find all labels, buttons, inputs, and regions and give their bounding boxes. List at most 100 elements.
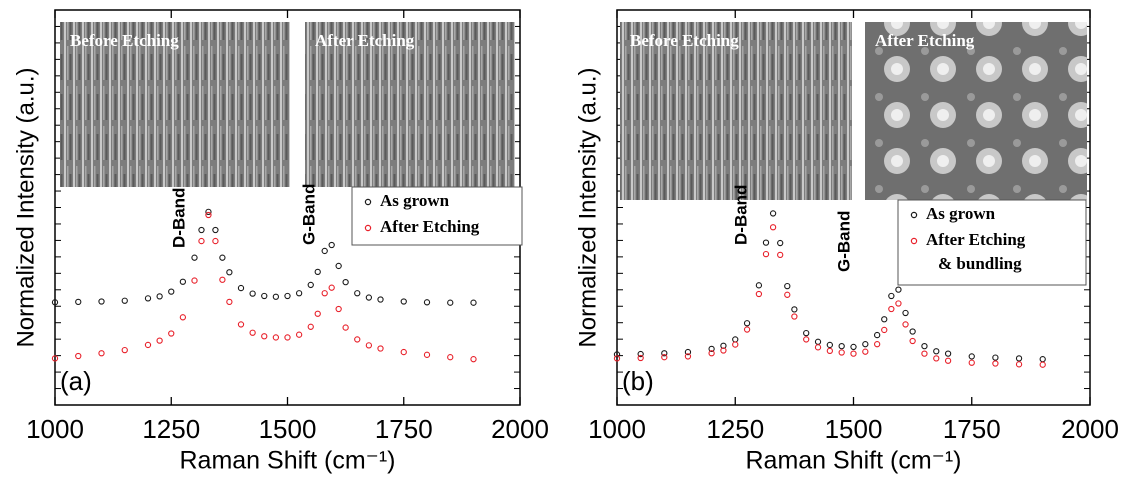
data-point — [342, 279, 349, 286]
data-point — [902, 321, 909, 328]
data-point — [51, 355, 59, 362]
legend-label: After Etching — [380, 217, 480, 236]
data-point — [909, 337, 916, 345]
data-point — [933, 355, 940, 362]
data-point — [762, 239, 770, 246]
data-point — [874, 341, 881, 348]
x-tick-label: 1750 — [943, 414, 1001, 444]
data-point — [895, 300, 902, 307]
data-point — [447, 299, 454, 306]
data-point — [708, 345, 715, 353]
data-point — [328, 241, 335, 249]
inset-label: After Etching — [315, 31, 415, 50]
data-point — [335, 305, 342, 313]
x-tick-label: 2000 — [1061, 414, 1119, 444]
data-point — [1015, 355, 1023, 362]
data-point — [862, 341, 869, 348]
data-point — [895, 286, 902, 293]
data-point — [237, 321, 245, 328]
x-tick-label: 1500 — [825, 414, 883, 444]
data-point — [335, 262, 342, 270]
legend-box — [351, 186, 523, 246]
data-point — [226, 298, 233, 306]
data-point — [212, 226, 219, 234]
panel-label: (a) — [60, 366, 92, 396]
data-point — [51, 299, 59, 306]
data-point — [944, 357, 952, 364]
inset-label: Before Etching — [630, 31, 739, 50]
data-point — [328, 284, 335, 291]
band-annotation: D-Band — [169, 188, 188, 248]
legend-label: As grown — [926, 204, 996, 223]
sem-image — [60, 22, 290, 187]
data-point — [212, 237, 219, 245]
data-point — [198, 237, 205, 245]
data-point — [755, 290, 763, 298]
data-point — [850, 343, 857, 351]
data-point — [777, 251, 784, 259]
x-tick-label: 1250 — [142, 414, 200, 444]
data-point — [400, 348, 407, 356]
band-annotation: D-Band — [731, 185, 750, 245]
data-point — [708, 350, 715, 357]
data-point — [1039, 356, 1046, 363]
data-point — [784, 291, 791, 298]
data-point — [769, 224, 777, 231]
data-point — [205, 208, 212, 215]
data-point — [909, 328, 916, 335]
data-point — [98, 298, 105, 305]
data-point — [354, 336, 361, 343]
data-point — [365, 342, 373, 349]
data-point — [1015, 361, 1023, 368]
data-point — [684, 353, 692, 360]
data-point — [661, 350, 668, 357]
band-annotation: G-Band — [299, 184, 318, 245]
data-point — [284, 334, 291, 341]
data-point — [226, 269, 233, 276]
data-point — [902, 309, 909, 317]
data-point — [121, 346, 128, 354]
data-point — [814, 338, 822, 345]
data-point — [219, 276, 226, 283]
data-point — [921, 342, 928, 350]
inset-label: After Etching — [875, 31, 975, 50]
data-point — [470, 299, 477, 306]
data-point — [755, 282, 763, 289]
data-point — [881, 326, 888, 334]
x-axis-title: Raman Shift (cm⁻¹) — [745, 447, 961, 475]
x-tick-label: 1250 — [706, 414, 764, 444]
data-point — [968, 353, 975, 360]
data-point — [198, 226, 205, 234]
data-point — [219, 254, 226, 261]
data-point — [791, 313, 798, 320]
data-point — [992, 360, 999, 367]
data-point — [261, 292, 268, 300]
data-point — [377, 345, 384, 352]
data-point — [168, 330, 175, 337]
inset-label: Before Etching — [70, 31, 179, 50]
data-point — [470, 356, 477, 363]
data-point — [365, 294, 373, 301]
data-point — [777, 239, 784, 247]
data-point — [307, 323, 314, 330]
data-point — [447, 354, 454, 361]
x-axis-title: Raman Shift (cm⁻¹) — [179, 447, 395, 475]
sem-image — [305, 22, 515, 187]
data-point — [156, 337, 163, 344]
data-point — [237, 284, 245, 292]
legend-box — [897, 199, 1087, 286]
data-point — [75, 298, 82, 306]
data-point — [968, 359, 975, 366]
legend-label: As grown — [380, 191, 450, 210]
data-point — [661, 354, 668, 361]
data-point — [205, 211, 212, 219]
data-point — [179, 314, 187, 321]
data-point — [423, 299, 431, 306]
data-point — [144, 295, 152, 302]
data-point — [314, 268, 321, 276]
band-annotation: G-Band — [834, 211, 853, 272]
x-tick-label: 1000 — [588, 414, 646, 444]
data-point — [803, 329, 810, 337]
data-point — [400, 298, 407, 305]
legend-label: After Etching & bundling — [926, 230, 1026, 273]
